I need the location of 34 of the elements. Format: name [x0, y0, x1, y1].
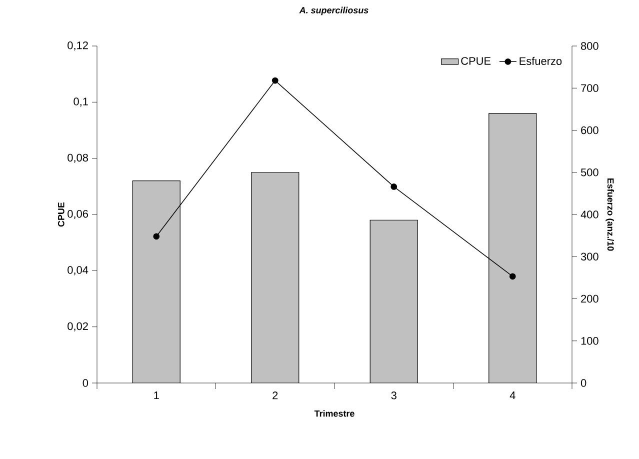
x-axis-title: Trimestre	[314, 410, 354, 417]
y-tick-label: 0,04	[68, 266, 88, 276]
y2-tick-label: 700	[581, 84, 598, 92]
y-tick-label: 0,02	[68, 322, 88, 332]
point	[390, 184, 398, 190]
y2-tick-label: 300	[580, 252, 598, 261]
y-axis-title: CPUE	[58, 202, 64, 227]
y2-tick-label: 100	[581, 337, 598, 345]
y-tick-label: 0,1	[74, 98, 88, 107]
y2-tick-label: 600	[581, 126, 598, 134]
chart-title: A. superciliosus	[299, 6, 368, 16]
y-tick-label: 0	[82, 379, 88, 387]
x-tick-label: 4	[510, 392, 516, 400]
legend-label: Esfuerzo	[520, 56, 562, 65]
bar	[251, 172, 299, 383]
y2-tick-label: 0	[580, 379, 586, 387]
y2-axis-title: Esfuerzo (anz./10	[606, 178, 614, 251]
legend-label: CPUE	[461, 57, 491, 65]
bar	[132, 180, 180, 383]
y-tick-label: 0,06	[68, 210, 88, 220]
point	[272, 77, 278, 84]
point	[509, 273, 516, 280]
y-tick-label: 0,08	[68, 154, 88, 163]
bar	[488, 113, 537, 383]
y2-tick-label: 800	[580, 42, 598, 50]
y-tick-label: 0,12	[68, 41, 88, 51]
x-tick-label: 1	[154, 392, 159, 400]
y2-tick-label: 400	[580, 210, 598, 218]
y2-tick-label: 500	[580, 168, 598, 176]
point	[153, 233, 160, 240]
y2-tick-label: 200	[581, 294, 598, 303]
x-tick-label: 2	[272, 392, 278, 400]
x-tick-label: 3	[391, 392, 396, 400]
bar	[370, 220, 418, 383]
